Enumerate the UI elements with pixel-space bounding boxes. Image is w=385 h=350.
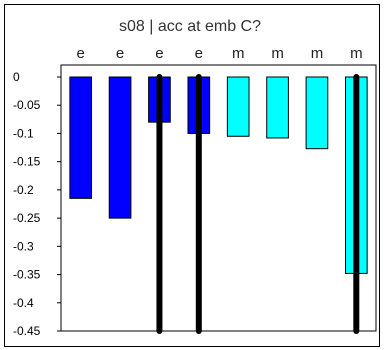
y-tick-label: 0 (13, 70, 20, 84)
bar-chart: s08 | acc at emb C? e e e e m m m m 0 -0.05 -0.1 -… (13, 18, 377, 338)
plot-area (60, 64, 377, 332)
y-tick-label: -0.25 (13, 211, 41, 225)
error-bars (156, 74, 360, 334)
category-label: e (195, 45, 203, 62)
y-axis: 0 -0.05 -0.1 -0.15 -0.2 -0.25 -0.3 -0.35 -0.4 -0.… (13, 70, 61, 338)
bar (266, 76, 289, 139)
bar (305, 76, 329, 150)
y-tick-label: -0.15 (13, 155, 41, 169)
chart-frame: s08 | acc at emb C? e e e e m m m m 0 -0.05 -0.1 -… (4, 4, 380, 347)
category-label: e (77, 45, 85, 62)
y-tick-label: -0.1 (13, 126, 34, 140)
category-label: m (350, 45, 363, 62)
bars (69, 76, 368, 274)
category-label: e (116, 45, 124, 62)
y-tick-label: -0.35 (13, 268, 41, 282)
bar (108, 76, 132, 219)
y-tick-label: -0.45 (13, 324, 41, 338)
chart-title: s08 | acc at emb C? (119, 18, 261, 35)
category-label: m (271, 45, 284, 62)
category-label: m (311, 45, 324, 62)
category-label: e (155, 45, 163, 62)
category-label: m (232, 45, 245, 62)
y-tick-label: -0.4 (13, 296, 34, 310)
bar (69, 76, 93, 199)
bar (226, 76, 250, 137)
y-tick-label: -0.3 (13, 239, 34, 253)
y-tick-label: -0.05 (13, 98, 41, 112)
y-tick-label: -0.2 (13, 183, 34, 197)
